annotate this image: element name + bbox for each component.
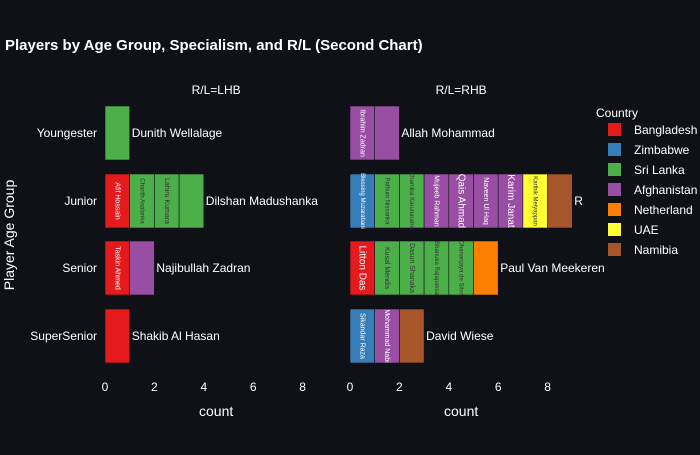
bar-karim-janat [497,173,524,229]
bar-label-dasun-shanaka: Dasun Shanaka [408,243,415,293]
legend-swatch-zimbabwe [608,143,621,156]
y-tick-label-junior: Junior [64,194,97,208]
x-axis-title: count [444,403,478,419]
legend-swatch-bangladesh [608,123,621,136]
legend-item-netherland: Netherland [634,203,693,217]
bar-label-ruben-trumpelmann: Ruben Trumpelmann [574,194,686,208]
bar-label-mohammad-nabi: Mohammad Nabi [383,309,390,363]
bar-label-dunith-wellalage: Dunith Wellalage [132,126,223,140]
bar-label-litton-das: Litton Das [357,245,368,290]
bar-dhananjaya-de-silva [448,240,474,296]
bar-label-najibullah-zadran: Najibullah Zadran [156,261,250,275]
bar-ruben-trumpelmann [547,173,573,229]
x-tick-label: 2 [396,380,403,394]
x-tick-label: 2 [151,380,158,394]
bar-david-wiese [399,308,425,364]
bar-label-karthik-meiyappan: Karthik Meiyappan [532,176,538,226]
bar-label-lahiru-kumara: Lahiru Kumara [163,178,170,224]
y-tick-label-youngester: Youngester [37,126,97,140]
bar-label-shakib-al-hasan: Shakib Al Hasan [132,329,220,343]
x-tick-label: 4 [200,380,207,394]
bar-label-mujeeb-rahman: Mujeeb Rahman [433,175,440,226]
legend-swatch-afghanistan [608,183,621,196]
y-axis-title: Player Age Group [1,180,17,291]
legend-item-zimbabwe: Zimbabwe [634,143,690,157]
bar-afif-hossain [104,173,131,229]
legend-item-sri-lanka: Sri Lanka [634,163,685,177]
bar-ibrahim-zadran [349,105,376,161]
legend: Country Bangladesh Zimbabwe Sri Lanka Afgha… [596,106,697,257]
bar-label-pathum-nissanka: Pathum Nissanka [383,177,389,225]
bar-qais-ahmad [448,173,474,229]
legend-item-namibia: Namibia [634,243,678,257]
legend-swatch-uae [608,223,621,236]
bar-label-ibrahim-zadran: Ibrahim Zadran [359,109,366,157]
legend-item-uae: UAE [634,223,659,237]
bar-lahiru-kumara [154,173,180,229]
bar-charith-asalanka [129,173,155,229]
bar-dasun-shanaka [399,240,425,296]
legend-title: Country [596,106,638,120]
x-tick-label: 6 [495,380,502,394]
legend-item-bangladesh: Bangladesh [634,123,697,137]
bar-naveen-ul-haq [473,173,499,229]
bar-label-bhanuka-rajapaksa: Bhanuka Rajapaksa [433,241,439,295]
legend-item-afghanistan: Afghanistan [634,183,697,197]
bar-dunith-wellalage [104,105,131,161]
bar-allah-mohammad [374,105,400,161]
x-tick-label: 6 [250,380,257,394]
bar-label-qais-ahmad: Qais Ahmad [456,174,467,228]
legend-swatch-netherland [608,203,621,216]
bar-najibullah-zadran [129,240,155,296]
bar-label-david-wiese: David Wiese [426,329,494,343]
bar-label-dhananjaya-de-silva: Dhananjaya de Silva [458,240,464,296]
bar-label-dilshan-madushanka: Dilshan Madushanka [206,194,318,208]
x-axis-title: count [199,403,233,419]
bar-label-allah-mohammad: Allah Mohammad [401,126,494,140]
bar-label-chamika-karunaratne: Chamika Karunaratne [408,172,414,231]
bar-shakib-al-hasan [104,308,131,364]
bar-pathum-nissanka [374,173,400,229]
bar-litton-das [349,240,376,296]
bar-label-karim-janat: Karim Janat [505,174,516,228]
bar-label-afif-hossain: Afif Hossain [114,182,121,219]
bar-label-paul-van-meekeren: Paul Van Meekeren [500,261,605,275]
x-tick-label: 8 [299,380,306,394]
bar-label-blessing-muzarabani: Blessing Muzarabani [359,173,365,229]
bar-label-sikandar-raza: Sikandar Raza [359,313,366,359]
bar-kusal-mendis [374,240,400,296]
chart-title: Players by Age Group, Specialism, and R/… [5,37,423,54]
bar-label-charith-asalanka: Charith Asalanka [138,178,144,224]
facet-title: R/L=RHB [436,83,487,97]
bar-bhanuka-rajapaksa [423,240,450,296]
y-tick-label-supersenior: SuperSenior [30,329,97,343]
plot-area: R/L=LHB 0 2 4 6 8 count Dunith Wellalage Afif Ho… [30,83,686,419]
legend-swatch-namibia [608,243,621,256]
bar-label-kusal-mendis: Kusal Mendis [383,247,390,290]
bar-paul-van-meekeren [473,240,499,296]
x-tick-label: 4 [445,380,452,394]
facet-r-l-lhb: R/L=LHB 0 2 4 6 8 count Dunith Wellalage Afif Ho… [102,83,319,419]
bar-mohammad-nabi [374,308,400,364]
x-tick-label: 0 [102,380,109,394]
facet-title: R/L=LHB [192,83,241,97]
bar-karthik-meiyappan [522,173,548,229]
x-tick-label: 0 [347,380,354,394]
y-tick-label-senior: Senior [62,261,97,275]
bar-label-naveen-ul-haq: Naveen Ul Haq [482,177,489,225]
bar-dilshan-madushanka [178,173,205,229]
x-tick-label: 8 [544,380,551,394]
legend-swatch-sri-lanka [608,163,621,176]
facet-r-l-rhb: R/L=RHB 0 2 4 6 8 count Ibrahim Zadran Allah Moh… [347,83,686,419]
bar-label-taskin-ahmed: Taskin Ahmed [114,246,121,290]
bar-sikandar-raza [349,308,376,364]
